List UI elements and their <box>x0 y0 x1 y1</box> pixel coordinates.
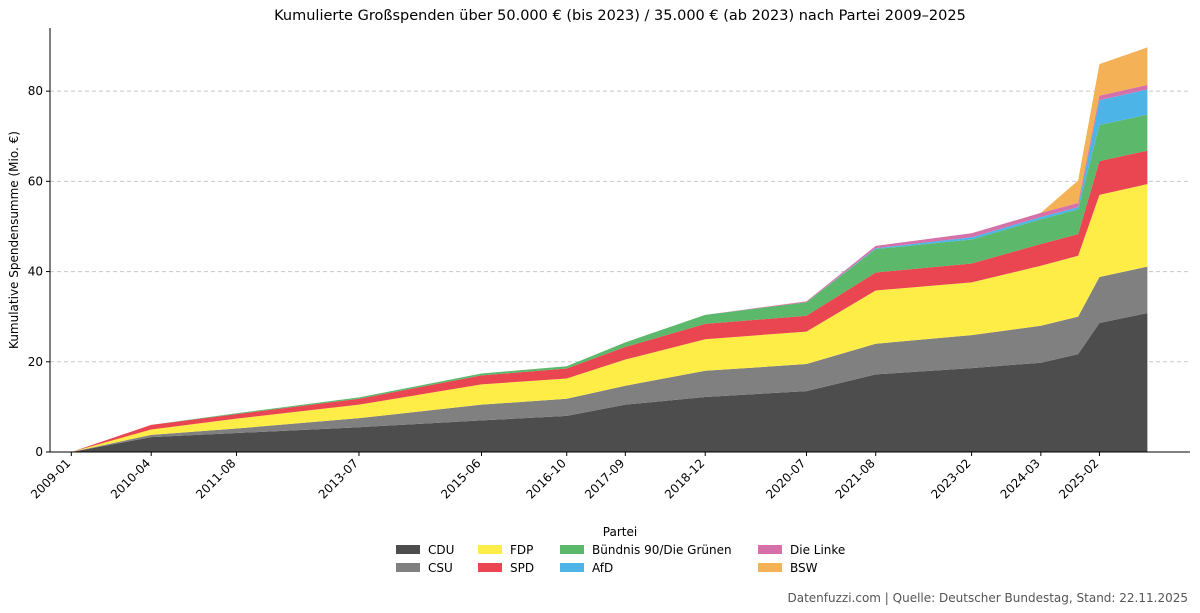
y-tick-label: 20 <box>28 355 43 369</box>
area-series-2 <box>71 184 1148 452</box>
legend-item: AfD <box>560 561 613 575</box>
x-tick-label: 2015-06 <box>438 456 483 501</box>
legend-label: SPD <box>510 561 534 575</box>
legend-title: Partei <box>603 525 637 539</box>
area-series-1 <box>71 266 1148 452</box>
x-tick-label: 2020-07 <box>763 456 808 501</box>
legend-swatch <box>478 563 502 572</box>
area-series-3 <box>71 150 1148 452</box>
x-tick-label: 2017-09 <box>582 456 627 501</box>
legend-label: FDP <box>510 543 533 557</box>
legend-swatch <box>560 563 584 572</box>
legend-item: Bündnis 90/Die Grünen <box>560 543 732 557</box>
legend-swatch <box>560 545 584 554</box>
x-tick-label: 2024-03 <box>998 456 1043 501</box>
legend-swatch <box>758 563 782 572</box>
y-tick-labels: 0 20 40 60 80 <box>28 84 50 459</box>
x-tick-labels: 2009-01 2010-04 2011-08 2013-07 2015-06 2016-… <box>28 452 1102 502</box>
legend-label: Bündnis 90/Die Grünen <box>592 543 732 557</box>
x-tick-label: 2018-12 <box>662 456 707 501</box>
chart-title: Kumulierte Großspenden über 50.000 € (bi… <box>274 8 966 24</box>
x-tick-label: 2010-04 <box>108 456 153 501</box>
legend-item: FDP <box>478 543 533 557</box>
legend-item: Die Linke <box>758 543 845 557</box>
legend-label: CSU <box>428 561 453 575</box>
legend-item: SPD <box>478 561 534 575</box>
y-tick-label: 80 <box>28 84 43 98</box>
legend-item: BSW <box>758 561 818 575</box>
legend-label: AfD <box>592 561 613 575</box>
y-tick-label: 0 <box>35 445 43 459</box>
legend: Partei CDU CSU FDP SPD Bündnis 90/Die Grünen… <box>396 525 845 575</box>
y-axis-label: Kumulative Spendensumme (Mio. €) <box>7 131 21 349</box>
y-tick-label: 60 <box>28 174 43 188</box>
x-tick-label: 2025-02 <box>1056 456 1101 501</box>
legend-label: Die Linke <box>790 543 845 557</box>
area-series-0 <box>71 313 1148 452</box>
legend-item: CDU <box>396 543 454 557</box>
x-tick-label: 2013-07 <box>316 456 361 501</box>
x-tick-label: 2011-08 <box>193 456 238 501</box>
footer-source: Datenfuzzi.com | Quelle: Deutscher Bunde… <box>787 591 1189 605</box>
legend-swatch <box>396 545 420 554</box>
stacked-areas <box>71 47 1148 453</box>
axes <box>49 28 1190 453</box>
legend-swatch <box>758 545 782 554</box>
x-tick-label: 2016-10 <box>523 456 568 501</box>
legend-swatch <box>478 545 502 554</box>
legend-item: CSU <box>396 561 453 575</box>
legend-label: BSW <box>790 561 818 575</box>
legend-label: CDU <box>428 543 454 557</box>
x-tick-label: 2023-02 <box>928 456 973 501</box>
y-tick-label: 40 <box>28 265 43 279</box>
x-tick-label: 2009-01 <box>28 456 73 501</box>
legend-swatch <box>396 563 420 572</box>
x-tick-label: 2021-08 <box>832 456 877 501</box>
